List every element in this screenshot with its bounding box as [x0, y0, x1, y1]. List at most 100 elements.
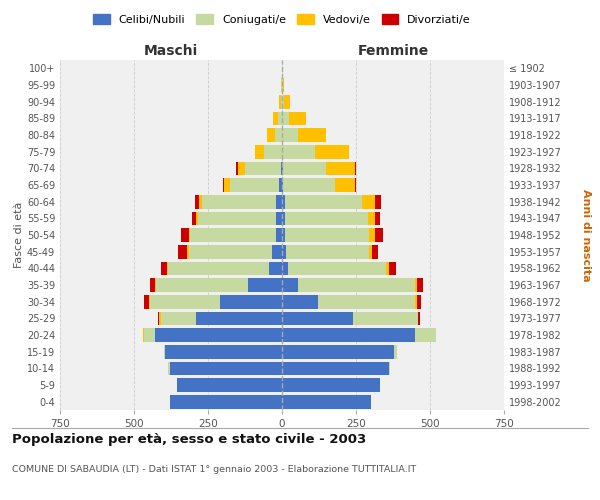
Bar: [168, 262, 269, 275]
Bar: [281, 95, 282, 108]
Text: Femmine: Femmine: [358, 44, 428, 58]
Bar: [282, 245, 286, 258]
Bar: [282, 345, 394, 358]
Bar: [165, 345, 282, 358]
Bar: [283, 178, 335, 192]
Bar: [202, 195, 276, 208]
Bar: [317, 295, 415, 308]
Bar: [389, 362, 390, 375]
Bar: [267, 128, 275, 142]
Bar: [285, 212, 368, 225]
Bar: [386, 262, 389, 275]
Bar: [418, 312, 419, 325]
Bar: [282, 362, 389, 375]
Bar: [289, 112, 305, 125]
Bar: [282, 228, 285, 242]
Bar: [189, 228, 190, 242]
Bar: [375, 212, 380, 225]
Bar: [282, 312, 353, 325]
Bar: [143, 328, 145, 342]
Bar: [269, 262, 282, 275]
Bar: [177, 378, 282, 392]
Bar: [248, 278, 282, 292]
Bar: [282, 128, 298, 142]
Bar: [181, 228, 189, 242]
Bar: [149, 295, 150, 308]
Bar: [285, 195, 362, 208]
Bar: [415, 328, 436, 342]
Bar: [196, 212, 197, 225]
Bar: [416, 278, 422, 292]
Bar: [370, 228, 375, 242]
Bar: [286, 245, 370, 258]
Y-axis label: Fasce di età: Fasce di età: [14, 202, 24, 268]
Bar: [282, 278, 298, 292]
Bar: [161, 312, 196, 325]
Bar: [282, 145, 314, 158]
Bar: [170, 362, 282, 375]
Bar: [282, 378, 380, 392]
Bar: [282, 212, 285, 225]
Bar: [264, 145, 282, 158]
Bar: [155, 328, 282, 342]
Bar: [355, 178, 356, 192]
Bar: [283, 162, 326, 175]
Bar: [278, 112, 282, 125]
Text: Popolazione per età, sesso e stato civile - 2003: Popolazione per età, sesso e stato civil…: [12, 432, 366, 446]
Bar: [223, 178, 224, 192]
Bar: [156, 278, 248, 292]
Bar: [170, 395, 282, 408]
Bar: [187, 245, 189, 258]
Bar: [199, 195, 202, 208]
Bar: [372, 245, 378, 258]
Bar: [256, 145, 264, 158]
Bar: [167, 262, 168, 275]
Bar: [353, 312, 418, 325]
Bar: [284, 95, 290, 108]
Bar: [236, 162, 238, 175]
Bar: [298, 278, 415, 292]
Bar: [178, 245, 187, 258]
Bar: [194, 195, 199, 208]
Bar: [150, 278, 155, 292]
Bar: [282, 178, 283, 192]
Bar: [282, 162, 283, 175]
Bar: [220, 295, 282, 308]
Bar: [275, 128, 282, 142]
Bar: [282, 295, 317, 308]
Text: COMUNE DI SABAUDIA (LT) - Dati ISTAT 1° gennaio 2003 - Elaborazione TUTTITALIA.I: COMUNE DI SABAUDIA (LT) - Dati ISTAT 1° …: [12, 466, 416, 474]
Bar: [164, 345, 165, 358]
Bar: [335, 178, 355, 192]
Bar: [415, 278, 416, 292]
Bar: [158, 312, 159, 325]
Bar: [189, 245, 272, 258]
Bar: [281, 162, 282, 175]
Bar: [282, 112, 289, 125]
Bar: [276, 228, 282, 242]
Bar: [276, 195, 282, 208]
Bar: [326, 162, 355, 175]
Bar: [314, 145, 349, 158]
Bar: [368, 212, 375, 225]
Bar: [192, 212, 196, 225]
Bar: [375, 195, 381, 208]
Text: Maschi: Maschi: [144, 44, 198, 58]
Bar: [282, 328, 415, 342]
Bar: [282, 395, 371, 408]
Legend: Celibi/Nubili, Coniugati/e, Vedovi/e, Divorziati/e: Celibi/Nubili, Coniugati/e, Vedovi/e, Di…: [90, 10, 474, 28]
Bar: [230, 178, 279, 192]
Bar: [168, 362, 170, 375]
Bar: [272, 245, 282, 258]
Bar: [197, 212, 276, 225]
Bar: [145, 295, 149, 308]
Bar: [415, 295, 416, 308]
Bar: [155, 278, 156, 292]
Bar: [273, 112, 278, 125]
Bar: [276, 212, 282, 225]
Bar: [282, 195, 285, 208]
Bar: [285, 228, 370, 242]
Bar: [224, 178, 230, 192]
Bar: [283, 78, 284, 92]
Bar: [362, 195, 375, 208]
Bar: [389, 262, 396, 275]
